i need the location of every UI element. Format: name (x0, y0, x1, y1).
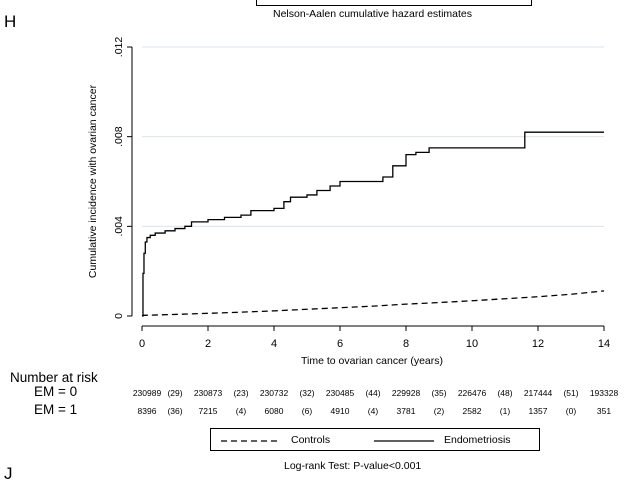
x-tick-label-2: 4 (271, 338, 277, 350)
risk-cell: 1357 (528, 406, 548, 416)
x-tick-label-3: 6 (337, 338, 343, 350)
panel-label-top: H (4, 12, 17, 31)
risk-cell: (32) (299, 388, 315, 398)
risk-cell: 226476 (457, 388, 487, 398)
risk-cell: 3781 (396, 406, 416, 416)
risk-cell: (2) (433, 406, 445, 416)
panel-label-bottom: J (4, 464, 13, 483)
risk-cell: (44) (365, 388, 381, 398)
x-tick-label-0: 0 (139, 338, 145, 350)
risk-cell: (35) (431, 388, 447, 398)
risk-cell: 193328 (589, 388, 619, 398)
risk-row-label-em1: EM = 1 (34, 402, 78, 417)
series-line-endometriosis (142, 131, 604, 317)
y-tick-label-3: .012 (113, 37, 125, 58)
x-tick-label-4: 8 (403, 338, 409, 350)
risk-cell: 230989 (132, 388, 162, 398)
legend-label-controls: Controls (291, 434, 331, 446)
risk-cell: 7215 (198, 406, 218, 416)
x-tick-label-5: 10 (466, 338, 478, 350)
risk-row-label-em0: EM = 0 (34, 384, 78, 399)
risk-cell: 230732 (259, 388, 289, 398)
risk-cell: (36) (167, 406, 183, 416)
risk-cell: (48) (497, 388, 513, 398)
legend: Controls Endometriosis (210, 428, 540, 451)
risk-cell: (51) (563, 388, 579, 398)
x-tick-label-7: 14 (598, 338, 610, 350)
risk-cell: 230873 (193, 388, 223, 398)
x-tick-label-1: 2 (205, 338, 211, 350)
risk-cell: (4) (235, 406, 247, 416)
top-caption: Nelson-Aalen cumulative hazard estimates (273, 8, 473, 20)
risk-cell: 4910 (330, 406, 350, 416)
risk-table-header: Number at risk (10, 370, 98, 385)
risk-cell: (6) (301, 406, 313, 416)
y-tick-label-0: 0 (113, 313, 125, 319)
risk-cell: 230485 (325, 388, 355, 398)
risk-cell: 2582 (462, 406, 482, 416)
bottom-caption: Log-rank Test: P-value<0.001 (284, 460, 422, 472)
risk-cell: 351 (596, 406, 612, 416)
risk-cell: 6080 (264, 406, 284, 416)
risk-cell: (1) (499, 406, 511, 416)
x-axis-title: Time to ovarian cancer (years) (301, 355, 443, 367)
x-tick-label-6: 12 (532, 338, 544, 350)
risk-cell: (29) (167, 388, 183, 398)
risk-cell: 229928 (391, 388, 421, 398)
risk-cell: 217444 (523, 388, 553, 398)
series-line-controls (141, 290, 605, 317)
y-axis-title: Cumulative incidence with ovarian cancer (87, 84, 99, 278)
y-tick-label-1: .004 (113, 216, 125, 237)
risk-cell: 8396 (137, 406, 157, 416)
risk-cell: (4) (367, 406, 379, 416)
risk-cell: (23) (233, 388, 249, 398)
y-tick-label-2: .008 (113, 126, 125, 147)
risk-cell: (0) (565, 406, 577, 416)
legend-label-endometriosis: Endometriosis (444, 434, 511, 446)
top-caption-box (256, 0, 532, 6)
